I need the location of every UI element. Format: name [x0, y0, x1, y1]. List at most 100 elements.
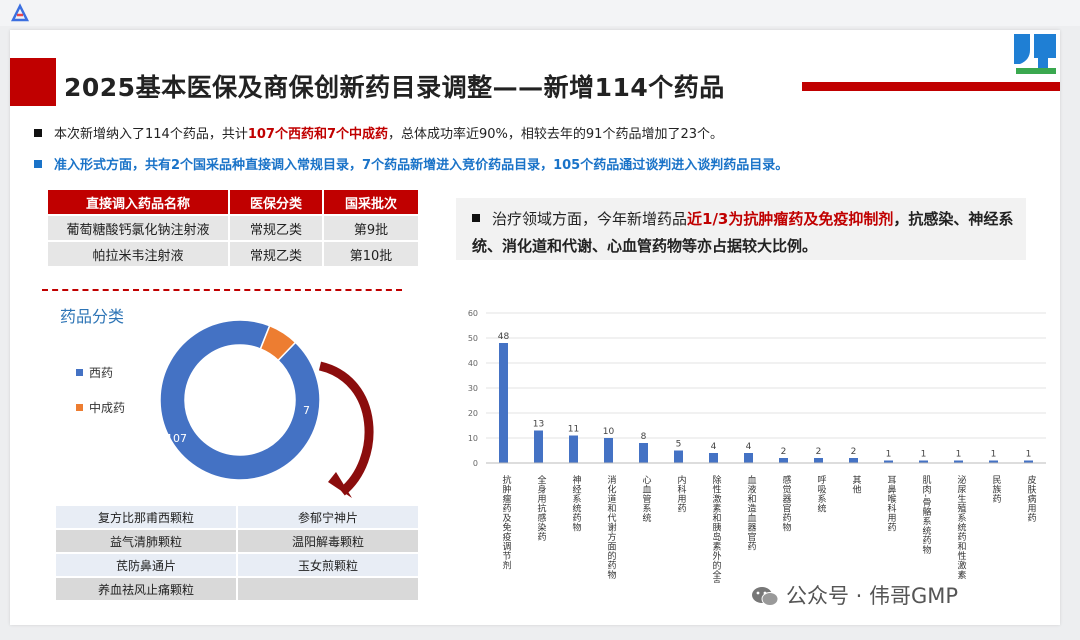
therapy-area-part2: ，抗感染、神经系统、消化道和代谢、心血管药物等亦占据较大比例。 [472, 210, 1014, 255]
app-logo-icon[interactable] [10, 3, 30, 23]
table-row: 帕拉米韦注射液 常规乙类 第10批 [46, 240, 420, 268]
bullet-summary-highlight: 107个西药和7个中成药 [247, 127, 389, 142]
x-tick-label: 肌肉-骨骼系统药物 [921, 475, 932, 555]
direct-inclusion-table: 直接调入药品名称 医保分类 国采批次 葡萄糖酸钙氯化钠注射液 常规乙类 第9批 … [46, 188, 420, 268]
therapy-area-text: 治疗领域方面，今年新增药品近1/3为抗肿瘤药及免疫抑制剂，抗感染、神经系统、消化… [472, 206, 1017, 260]
y-tick-label: 50 [468, 334, 478, 343]
bar [604, 438, 613, 463]
table-cell: 养血祛风止痛颗粒 [54, 576, 238, 602]
table-cell: 常规乙类 [228, 240, 324, 268]
bullet-access: 准入形式方面，共有2个国采品种直接调入常规目录，7个药品新增进入竞价药品目录，1… [34, 154, 788, 173]
table-cell: 帕拉米韦注射液 [46, 240, 230, 268]
title-underline [802, 82, 1060, 91]
title-accent-block [10, 58, 56, 106]
bar [779, 458, 788, 463]
donut-label-tcm: 7 [303, 404, 310, 417]
table-cell: 复方比那甫西颗粒 [54, 504, 238, 530]
x-tick-label: 血液和造血器官药 [746, 474, 757, 552]
bar-data-label: 4 [746, 442, 752, 452]
y-tick-label: 20 [468, 409, 478, 418]
bar-data-label: 1 [956, 450, 962, 460]
bar-data-label: 2 [816, 447, 822, 457]
table-header-batch: 国采批次 [322, 188, 420, 216]
table-cell: 葡萄糖酸钙氯化钠注射液 [46, 214, 230, 242]
legend-item-tcm: 中成药 [76, 399, 125, 416]
therapy-area-panel: 治疗领域方面，今年新增药品近1/3为抗肿瘤药及免疫抑制剂，抗感染、神经系统、消化… [456, 198, 1026, 260]
bar [534, 430, 543, 463]
x-tick-label: 全身用抗感染药 [536, 474, 547, 542]
legend-item-western: 西药 [76, 364, 113, 381]
bar-data-label: 2 [781, 447, 787, 457]
x-tick-label: 感觉器官药物 [781, 474, 792, 533]
bar [569, 435, 578, 463]
y-tick-label: 30 [468, 384, 478, 393]
slide: 2025基本医保及商保创新药目录调整——新增114个药品 本次新增纳入了114个… [10, 30, 1060, 625]
table-cell: 芪防鼻通片 [54, 552, 238, 578]
curved-arrow-icon [318, 361, 374, 496]
table-cell: 参郁宁神片 [236, 504, 420, 530]
x-tick-label: 心血管系统 [641, 475, 652, 523]
section-divider [42, 289, 402, 291]
bar [639, 443, 648, 463]
bar-data-label: 4 [711, 442, 717, 452]
bullet-access-text: 准入形式方面，共有2个国采品种直接调入常规目录，7个药品新增进入竞价药品目录，1… [54, 158, 789, 173]
y-tick-label: 60 [468, 309, 478, 318]
bar [919, 460, 928, 463]
therapy-area-part1: 治疗领域方面，今年新增药品 [492, 210, 688, 228]
bar [814, 458, 823, 463]
watermark: 公众号 · 伟哥GMP [750, 580, 958, 610]
table-cell: 常规乙类 [228, 214, 324, 242]
bar [674, 450, 683, 463]
bar-data-label: 1 [886, 450, 892, 460]
table-row: 芪防鼻通片 玉女煎颗粒 [54, 552, 420, 578]
table-cell [236, 576, 420, 602]
bar [954, 460, 963, 463]
tcm-drug-table: 复方比那甫西颗粒 参郁宁神片 益气清肺颗粒 温阳解毒颗粒 芪防鼻通片 玉女煎颗粒… [54, 504, 420, 602]
legend-label-tcm: 中成药 [89, 401, 126, 415]
bar-data-label: 1 [1026, 450, 1032, 460]
therapy-area-bar-chart: 010203040506048抗肿瘤药及免疫调节剂13全身用抗感染药11神经系统… [468, 309, 1046, 583]
x-tick-label: 民族药 [991, 475, 1002, 504]
table-row: 复方比那甫西颗粒 参郁宁神片 [54, 504, 420, 530]
table-cell: 第9批 [322, 214, 420, 242]
table-cell: 第10批 [322, 240, 420, 268]
brand-logo [1010, 30, 1060, 76]
bar-data-label: 1 [921, 450, 927, 460]
donut-label-western: 107 [166, 432, 187, 445]
x-tick-label: 其他 [851, 475, 862, 495]
bar [849, 458, 858, 463]
table-header-class: 医保分类 [228, 188, 324, 216]
drug-category-title: 药品分类 [60, 307, 125, 326]
x-tick-label: 神经系统药物 [571, 474, 582, 533]
donut-slice-tcm [259, 324, 297, 362]
donut-slice-western [159, 319, 321, 481]
bullet-square-icon [472, 214, 480, 222]
table-row: 葡萄糖酸钙氯化钠注射液 常规乙类 第9批 [46, 214, 420, 242]
x-tick-label: 泌尿生殖系统药和性激素 [956, 474, 967, 580]
legend-label-western: 西药 [89, 366, 114, 380]
x-tick-label: 除性激素和胰岛素外的全身激素制剂 [711, 474, 722, 583]
bar [1024, 460, 1033, 463]
bar [709, 453, 718, 463]
y-tick-label: 40 [468, 359, 478, 368]
x-tick-label: 耳鼻喉科用药 [886, 475, 897, 533]
table-cell: 玉女煎颗粒 [236, 552, 420, 578]
window-toolbar [0, 0, 1080, 26]
table-row: 养血祛风止痛颗粒 [54, 576, 420, 602]
x-tick-label: 内科用药 [676, 474, 687, 514]
x-tick-label: 皮肤病用药 [1026, 474, 1037, 523]
bullet-summary-part1: 本次新增纳入了114个药品，共计 [54, 127, 248, 142]
bar-data-label: 1 [991, 450, 997, 460]
table-row: 益气清肺颗粒 温阳解毒颗粒 [54, 528, 420, 554]
therapy-area-highlight: 近1/3为抗肿瘤药及免疫抑制剂 [687, 210, 894, 228]
legend-swatch-western [76, 369, 83, 376]
x-tick-label: 呼吸系统 [816, 475, 827, 514]
bullet-square-icon [34, 129, 42, 137]
bar [499, 343, 508, 463]
bar-data-label: 13 [533, 420, 544, 430]
bar [884, 460, 893, 463]
x-tick-label: 抗肿瘤药及免疫调节剂 [501, 474, 512, 571]
table-header-row: 直接调入药品名称 医保分类 国采批次 [46, 188, 420, 216]
legend-swatch-tcm [76, 404, 83, 411]
bullet-square-icon [34, 160, 42, 168]
